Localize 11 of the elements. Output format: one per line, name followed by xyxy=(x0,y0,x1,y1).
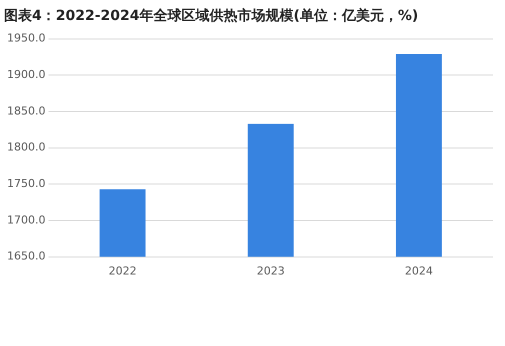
x-tick-label: 2023 xyxy=(256,264,285,278)
y-tick-label: 1950.0 xyxy=(6,32,46,45)
y-tick-label: 1700.0 xyxy=(6,213,46,226)
y-tick-label: 1800.0 xyxy=(6,140,46,154)
x-tick-label: 2024 xyxy=(404,264,433,278)
x-tick-label: 2022 xyxy=(108,264,137,278)
chart-title: 图表4：2022-2024年全球区域供热市场规模(单位：亿美元，%) xyxy=(4,7,418,24)
y-tick-label: 1850.0 xyxy=(6,104,46,118)
y-tick-label: 1900.0 xyxy=(6,68,46,81)
y-tick-label: 1650.0 xyxy=(6,250,46,263)
y-tick-label: 1750.0 xyxy=(6,176,46,190)
